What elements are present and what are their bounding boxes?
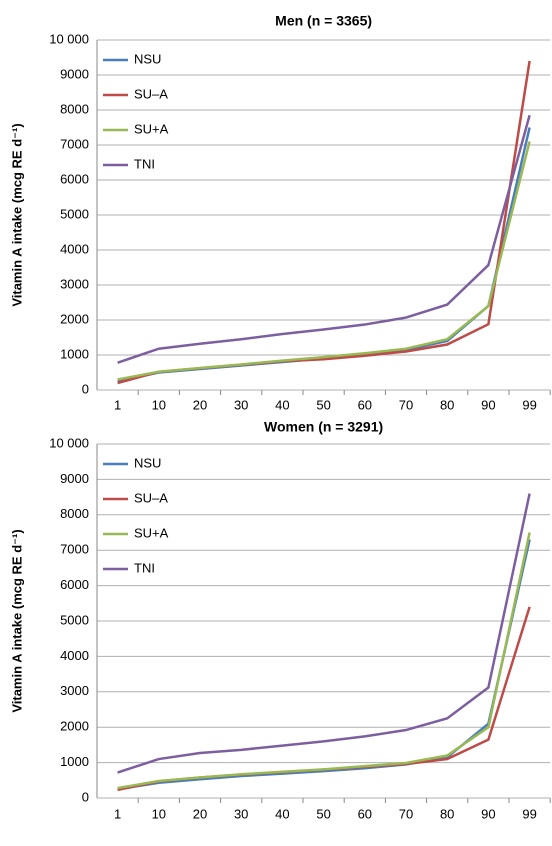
y-tick-label: 2000 — [60, 719, 89, 734]
chart-title: Women (n = 3291) — [264, 419, 383, 435]
y-tick-label: 10 000 — [49, 31, 89, 46]
y-tick-label: 9000 — [60, 471, 89, 486]
y-tick-label: 0 — [82, 789, 89, 804]
x-tick-label: 60 — [358, 806, 372, 821]
chart: Women (n = 3291) Vitamin A intake (mcg RE… — [9, 419, 551, 821]
x-tick-label: 20 — [193, 397, 207, 412]
legend-label: SU–A — [134, 86, 168, 101]
legend-label: SU–A — [134, 490, 168, 505]
y-tick-label: 6000 — [60, 171, 89, 186]
x-tick-label: 50 — [316, 806, 330, 821]
legend-label: SU+A — [134, 121, 169, 136]
y-tick-label: 10 000 — [49, 435, 89, 450]
x-tick-label: 70 — [399, 806, 413, 821]
x-tick-label: 20 — [193, 806, 207, 821]
y-tick-label: 1000 — [60, 754, 89, 769]
legend-label: NSU — [134, 51, 161, 66]
x-tick-label: 1 — [114, 806, 121, 821]
x-tick-label: 30 — [234, 397, 248, 412]
chart-title: Men (n = 3365) — [275, 13, 372, 29]
x-tick-label: 99 — [522, 397, 536, 412]
y-tick-label: 2000 — [60, 311, 89, 326]
series-line — [117, 114, 531, 364]
x-tick-label: 80 — [440, 397, 454, 412]
y-tick-label: 5000 — [60, 206, 89, 221]
y-tick-label: 9000 — [60, 66, 89, 81]
y-tick-label: 0 — [82, 381, 89, 396]
series-line — [117, 493, 531, 774]
x-tick-label: 40 — [275, 397, 289, 412]
series-line — [117, 127, 531, 383]
x-tick-label: 60 — [358, 397, 372, 412]
legend-label: TNI — [134, 560, 155, 575]
x-tick-label: 10 — [152, 397, 166, 412]
x-tick-label: 10 — [152, 806, 166, 821]
series-line — [117, 539, 531, 791]
legend-label: NSU — [134, 455, 161, 470]
y-axis-label: Vitamin A intake (mcg RE d⁻¹) — [9, 123, 24, 306]
x-tick-label: 70 — [399, 397, 413, 412]
y-tick-label: 1000 — [60, 346, 89, 361]
y-tick-label: 4000 — [60, 241, 89, 256]
legend-label: SU+A — [134, 525, 169, 540]
x-tick-label: 1 — [114, 397, 121, 412]
series-line — [117, 60, 531, 385]
series-line — [117, 532, 531, 790]
y-tick-label: 6000 — [60, 577, 89, 592]
y-tick-label: 8000 — [60, 101, 89, 116]
y-tick-label: 3000 — [60, 276, 89, 291]
y-tick-label: 7000 — [60, 542, 89, 557]
y-tick-label: 7000 — [60, 136, 89, 151]
x-tick-label: 99 — [522, 806, 536, 821]
y-tick-label: 4000 — [60, 648, 89, 663]
y-axis-label: Vitamin A intake (mcg RE d⁻¹) — [9, 529, 24, 712]
x-tick-label: 90 — [481, 806, 495, 821]
x-tick-label: 90 — [481, 397, 495, 412]
x-tick-label: 30 — [234, 806, 248, 821]
series-line — [117, 141, 531, 381]
legend-label: TNI — [134, 156, 155, 171]
y-tick-label: 8000 — [60, 506, 89, 521]
chart: Men (n = 3365) Vitamin A intake (mcg RE d… — [9, 13, 551, 412]
x-tick-label: 50 — [316, 397, 330, 412]
y-tick-label: 5000 — [60, 612, 89, 627]
y-tick-label: 3000 — [60, 683, 89, 698]
x-tick-label: 80 — [440, 806, 454, 821]
x-tick-label: 40 — [275, 806, 289, 821]
